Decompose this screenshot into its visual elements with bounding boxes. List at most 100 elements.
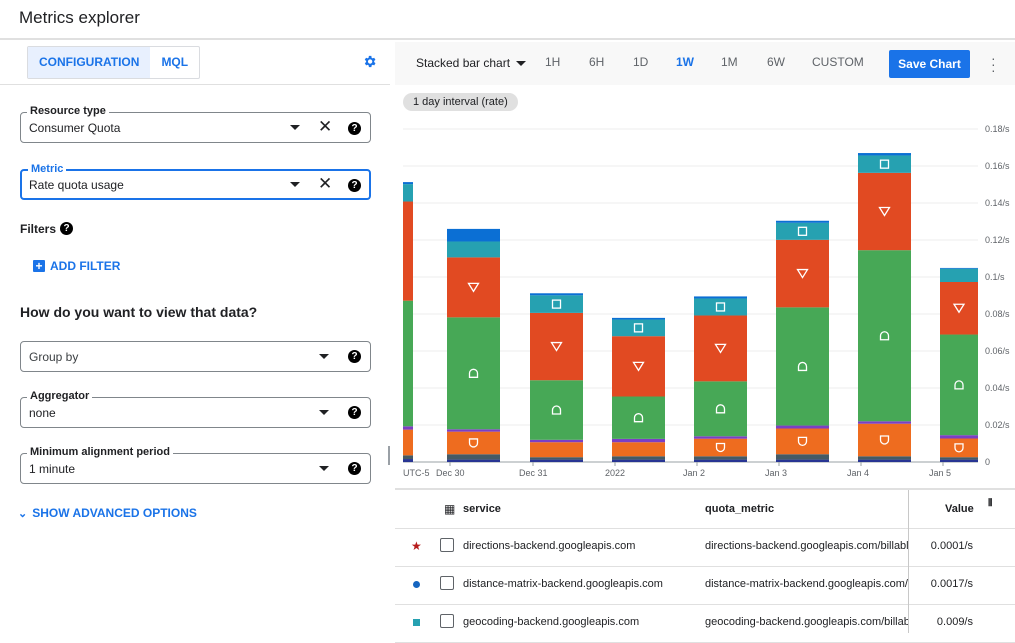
- bar-segment[interactable]: [940, 438, 978, 458]
- tab-configuration[interactable]: CONFIGURATION: [28, 47, 151, 78]
- filters-help-icon[interactable]: ?: [60, 222, 73, 235]
- bar-segment[interactable]: [530, 442, 583, 458]
- bar-segment[interactable]: [530, 380, 583, 440]
- range-6h[interactable]: 6H: [589, 55, 605, 69]
- bar-segment[interactable]: [530, 295, 583, 313]
- bar-segment[interactable]: [447, 317, 500, 430]
- bar-segment[interactable]: [530, 459, 583, 462]
- bar-segment[interactable]: [940, 268, 978, 282]
- range-6w[interactable]: 6W: [767, 55, 785, 69]
- bar-segment[interactable]: [403, 426, 413, 430]
- help-icon[interactable]: ?: [348, 179, 361, 192]
- bar-segment[interactable]: [776, 425, 829, 429]
- bar-segment[interactable]: [447, 459, 500, 462]
- tab-mql[interactable]: MQL: [161, 55, 189, 69]
- bar-segment[interactable]: [403, 182, 413, 185]
- column-service[interactable]: service: [463, 503, 501, 515]
- bar-segment[interactable]: [776, 220, 829, 223]
- row-checkbox[interactable]: [440, 576, 454, 590]
- range-1w[interactable]: 1W: [676, 55, 694, 69]
- add-filter-button[interactable]: + ADD FILTER: [33, 259, 120, 273]
- bar-segment[interactable]: [403, 459, 413, 462]
- bar-segment[interactable]: [776, 222, 829, 240]
- row-checkbox[interactable]: [440, 538, 454, 552]
- bar-segment[interactable]: [940, 457, 978, 460]
- clear-icon[interactable]: ✕: [318, 174, 333, 193]
- column-divider[interactable]: [908, 490, 909, 633]
- table-row[interactable]: distance-matrix-backend.googleapis.com d…: [395, 567, 1015, 605]
- column-picker-icon[interactable]: ▦: [444, 502, 456, 516]
- bar-segment[interactable]: [694, 438, 747, 457]
- gear-icon[interactable]: [362, 54, 377, 69]
- range-1h[interactable]: 1H: [545, 55, 561, 69]
- show-advanced-button[interactable]: ⌄ SHOW ADVANCED OPTIONS: [18, 506, 197, 520]
- bar-segment[interactable]: [858, 459, 911, 462]
- bar-segment[interactable]: [530, 293, 583, 296]
- bar-segment[interactable]: [403, 429, 413, 456]
- bar-segment[interactable]: [776, 459, 829, 462]
- bar-segment[interactable]: [612, 319, 665, 337]
- bar-segment[interactable]: [858, 421, 911, 424]
- bar-segment[interactable]: [612, 459, 665, 462]
- bar-segment[interactable]: [530, 457, 583, 460]
- bar-segment[interactable]: [447, 228, 500, 242]
- bar-segment[interactable]: [858, 456, 911, 460]
- bar-segment[interactable]: [447, 454, 500, 460]
- bar-segment[interactable]: [612, 438, 665, 443]
- bar-segment[interactable]: [858, 155, 911, 173]
- columns-icon[interactable]: ⦀: [988, 498, 993, 509]
- alignment-period-select[interactable]: Minimum alignment period 1 minute ?: [20, 446, 371, 484]
- bar-segment[interactable]: [694, 381, 747, 437]
- bar-segment[interactable]: [612, 396, 665, 439]
- bar-segment[interactable]: [694, 315, 747, 382]
- bar-segment[interactable]: [694, 456, 747, 460]
- range-1m[interactable]: 1M: [721, 55, 738, 69]
- bar-segment[interactable]: [940, 267, 978, 269]
- bar-segment[interactable]: [530, 439, 583, 443]
- bar-segment[interactable]: [403, 455, 413, 460]
- column-quota-metric[interactable]: quota_metric: [705, 503, 775, 515]
- bar-segment[interactable]: [776, 307, 829, 426]
- group-by-select[interactable]: Group by ?: [20, 341, 371, 372]
- help-icon[interactable]: ?: [348, 350, 361, 363]
- bar-segment[interactable]: [612, 336, 665, 397]
- save-chart-button[interactable]: Save Chart: [889, 50, 970, 78]
- bar-segment[interactable]: [940, 281, 978, 335]
- bar-segment[interactable]: [403, 300, 413, 427]
- table-row[interactable]: geocoding-backend.googleapis.com geocodi…: [395, 605, 1015, 643]
- chart-type-select[interactable]: Stacked bar chart: [416, 56, 527, 70]
- help-icon[interactable]: ?: [348, 462, 361, 475]
- bar-segment[interactable]: [776, 428, 829, 455]
- more-options-icon[interactable]: · · ·: [991, 50, 996, 78]
- bar-segment[interactable]: [530, 312, 583, 381]
- bar-segment[interactable]: [694, 436, 747, 439]
- clear-icon[interactable]: ✕: [318, 117, 333, 136]
- help-icon[interactable]: ?: [348, 406, 361, 419]
- aggregator-select[interactable]: Aggregator none ?: [20, 390, 371, 428]
- range-custom[interactable]: CUSTOM: [812, 55, 864, 69]
- bar-segment[interactable]: [940, 435, 978, 439]
- bar-segment[interactable]: [612, 456, 665, 460]
- resource-type-select[interactable]: Resource type Consumer Quota ✕ ?: [20, 105, 371, 143]
- column-value[interactable]: Value: [945, 503, 974, 515]
- bar-segment[interactable]: [694, 459, 747, 462]
- bar-segment[interactable]: [447, 431, 500, 455]
- bar-segment[interactable]: [776, 239, 829, 308]
- bar-segment[interactable]: [447, 257, 500, 318]
- bar-segment[interactable]: [403, 184, 413, 202]
- metric-select[interactable]: Metric Rate quota usage ✕ ?: [20, 163, 371, 200]
- bar-segment[interactable]: [858, 153, 911, 156]
- bar-segment[interactable]: [612, 317, 665, 320]
- bar-segment[interactable]: [694, 298, 747, 316]
- bar-segment[interactable]: [447, 429, 500, 432]
- bar-segment[interactable]: [858, 423, 911, 457]
- bar-segment[interactable]: [694, 296, 747, 299]
- table-row[interactable]: ★ directions-backend.googleapis.com dire…: [395, 529, 1015, 567]
- bar-segment[interactable]: [858, 250, 911, 422]
- panel-resize-handle[interactable]: [388, 446, 390, 465]
- bar-segment[interactable]: [403, 201, 413, 301]
- help-icon[interactable]: ?: [348, 122, 361, 135]
- bar-segment[interactable]: [776, 454, 829, 460]
- bar-segment[interactable]: [447, 241, 500, 258]
- bar-segment[interactable]: [940, 334, 978, 436]
